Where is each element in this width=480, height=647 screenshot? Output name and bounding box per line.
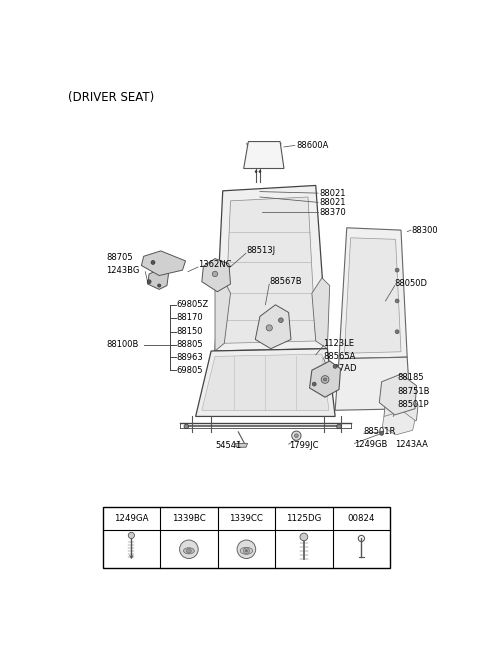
Polygon shape — [196, 349, 335, 417]
Text: 1249GA: 1249GA — [114, 514, 149, 523]
Circle shape — [157, 284, 161, 287]
Text: 88170: 88170 — [176, 313, 203, 322]
Polygon shape — [103, 507, 390, 568]
Text: 1243AA: 1243AA — [395, 441, 428, 450]
Polygon shape — [215, 278, 230, 351]
Text: 88751B: 88751B — [397, 388, 430, 397]
Text: 88501P: 88501P — [397, 400, 429, 410]
Text: 88050D: 88050D — [395, 280, 428, 289]
Circle shape — [336, 424, 341, 429]
Circle shape — [259, 171, 261, 173]
Circle shape — [180, 540, 198, 558]
Text: 88963: 88963 — [176, 353, 203, 362]
Text: 1125DG: 1125DG — [286, 514, 322, 523]
Circle shape — [300, 533, 308, 541]
Circle shape — [187, 549, 191, 553]
Circle shape — [312, 382, 316, 386]
Polygon shape — [312, 278, 330, 349]
Polygon shape — [383, 411, 415, 435]
Circle shape — [212, 271, 218, 277]
Polygon shape — [215, 186, 327, 351]
Text: 88501R: 88501R — [364, 427, 396, 436]
Text: 88185: 88185 — [397, 373, 424, 382]
Polygon shape — [310, 361, 340, 397]
Polygon shape — [202, 354, 329, 410]
Text: 88100B: 88100B — [107, 340, 139, 349]
Polygon shape — [345, 238, 401, 353]
Text: 69805Z: 69805Z — [176, 300, 208, 309]
Circle shape — [278, 318, 283, 322]
Circle shape — [147, 280, 151, 283]
Text: 88565A: 88565A — [324, 352, 356, 361]
Circle shape — [266, 325, 272, 331]
Text: 69805: 69805 — [176, 366, 203, 375]
Polygon shape — [255, 305, 291, 349]
Circle shape — [333, 364, 337, 368]
Ellipse shape — [183, 548, 194, 554]
Text: 1249GB: 1249GB — [355, 441, 388, 450]
Circle shape — [380, 432, 384, 435]
Text: 88021: 88021 — [320, 189, 346, 197]
Polygon shape — [244, 142, 284, 168]
Ellipse shape — [240, 547, 252, 554]
Circle shape — [151, 261, 155, 265]
Polygon shape — [339, 228, 407, 358]
Text: 1799JC: 1799JC — [288, 441, 318, 450]
Circle shape — [243, 548, 250, 554]
Polygon shape — [235, 443, 248, 447]
Text: 88370: 88370 — [320, 208, 347, 217]
Polygon shape — [384, 395, 418, 426]
Text: 88150: 88150 — [176, 327, 203, 336]
Text: 1327AD: 1327AD — [324, 364, 357, 373]
Text: 1362NC: 1362NC — [198, 260, 231, 269]
Polygon shape — [379, 374, 417, 415]
Circle shape — [292, 431, 301, 441]
Text: 88021: 88021 — [320, 198, 346, 207]
Circle shape — [128, 532, 134, 538]
Polygon shape — [202, 259, 230, 292]
Circle shape — [395, 330, 399, 334]
Circle shape — [321, 376, 329, 383]
Text: 88300: 88300 — [411, 226, 438, 235]
Text: 54541: 54541 — [215, 441, 241, 450]
Polygon shape — [335, 357, 410, 410]
Polygon shape — [142, 251, 186, 276]
Text: 1123LE: 1123LE — [324, 339, 355, 348]
Circle shape — [184, 424, 189, 429]
Text: 88705: 88705 — [107, 252, 133, 261]
Text: 88805: 88805 — [176, 340, 203, 349]
Text: 88513J: 88513J — [246, 247, 275, 256]
Circle shape — [324, 378, 326, 381]
Text: 1339CC: 1339CC — [229, 514, 264, 523]
Circle shape — [395, 299, 399, 303]
Circle shape — [294, 433, 298, 437]
Text: 00824: 00824 — [348, 514, 375, 523]
Text: 88567B: 88567B — [269, 277, 302, 286]
Text: 88600A: 88600A — [296, 141, 329, 150]
Text: (DRIVER SEAT): (DRIVER SEAT) — [68, 91, 154, 105]
Circle shape — [245, 550, 248, 552]
Circle shape — [237, 540, 256, 558]
Polygon shape — [147, 269, 168, 289]
Polygon shape — [224, 197, 316, 344]
Text: 1339BC: 1339BC — [172, 514, 206, 523]
Circle shape — [395, 269, 399, 272]
Circle shape — [255, 171, 257, 173]
Text: 1243BG: 1243BG — [107, 266, 140, 274]
